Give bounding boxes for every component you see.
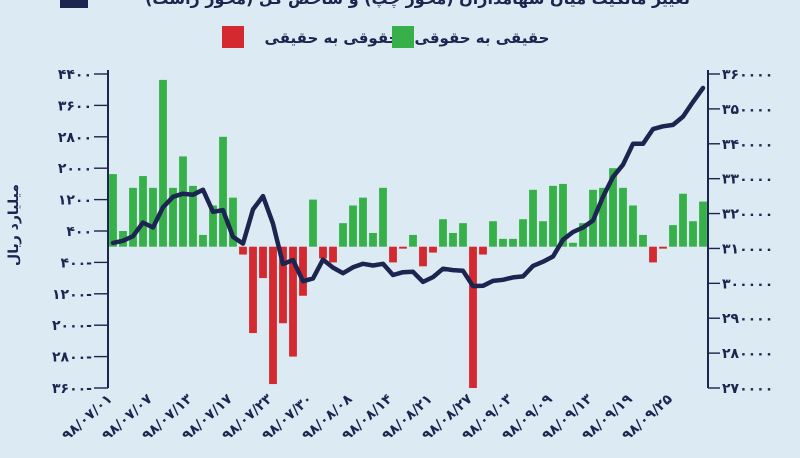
bar [429,246,437,253]
bar [619,187,627,247]
bar [199,234,207,247]
right-tick-label: ۳۰۰۰۰۰ [722,276,773,292]
left-tick-label: ۲۰۰۰ [58,161,92,177]
bar [539,221,547,247]
bar [359,197,367,247]
bar [309,199,317,247]
left-tick-label: ۱۲۰۰- [52,287,92,303]
bar [389,246,397,263]
left-tick-label: ۴۰۰- [61,255,93,271]
bar [499,238,507,247]
bar [629,205,637,247]
bar [419,246,427,267]
bar [489,221,497,247]
bar [339,223,347,247]
bar [699,201,707,247]
bar [299,246,307,296]
index-line-layer [110,85,706,289]
index-line [110,85,706,289]
left-tick-label: ۴۰۰ [66,224,92,240]
title-swatch [60,0,88,8]
right-tick-label: ۳۶۰۰۰۰ [722,67,773,83]
left-tick-label: ۱۲۰۰ [58,193,92,209]
right-tick-label: ۳۳۰۰۰۰ [722,172,773,188]
y-axis-label-left: میلیارد ریال [6,184,22,266]
legend: حقوقی به حقیقی حقیقی به حقوقی [222,26,549,48]
bar [239,246,247,255]
bar [679,193,687,247]
bars [109,79,707,388]
bar [159,79,167,247]
axis-lines [107,70,709,388]
bar [109,174,117,247]
right-tick-label: ۳۴۰۰۰۰ [722,137,773,153]
bar [519,219,527,247]
bar [559,183,567,247]
legend-label-red: حقوقی به حقیقی [265,29,400,47]
left-tick-label: ۳۶۰۰ [58,98,92,114]
left-tick-label: ۴۴۰۰ [58,67,92,83]
bar [379,187,387,247]
left-tick-label: ۲۸۰۰- [52,350,92,366]
bar [129,187,137,247]
right-tick-label: ۳۵۰۰۰۰ [722,102,773,118]
right-tick-label: ۲۹۰۰۰۰ [722,311,773,327]
bar [609,168,617,247]
legend-swatch-green [392,26,414,48]
left-tick-label: ۲۸۰۰ [58,130,92,146]
bar [259,246,267,279]
bar [189,185,197,247]
bar [469,246,477,388]
bar [399,246,407,249]
bar [179,156,187,247]
bar [409,234,417,247]
bar [639,234,647,247]
bar [599,187,607,247]
bar [459,223,467,247]
bar [529,189,537,247]
bar [279,246,287,324]
left-tick-label: ۲۰۰۰- [52,318,92,334]
legend-swatch-red [222,26,244,48]
bar [149,187,157,247]
bar [219,136,227,247]
bar [509,238,517,247]
right-tick-label: ۲۷۰۰۰۰ [722,381,773,397]
bar [139,176,147,247]
bar [449,232,457,247]
bar [549,185,557,247]
bar [669,225,677,247]
bar [289,246,297,357]
bar [229,197,237,247]
bar [659,246,667,249]
bar [209,205,217,247]
bar [349,205,357,247]
bar [579,223,587,247]
bar [479,246,487,255]
right-tick-label: ۲۸۰۰۰۰ [722,346,773,362]
bar [689,221,697,247]
left-axis: ۴۴۰۰ ۳۶۰۰ ۲۸۰۰ ۲۰۰۰ ۱۲۰۰ ۴۰۰ ۴۰۰- ۱۲۰۰- ۲۰۰۰- ۲۸۰… [52,67,108,397]
right-axis: ۳۶۰۰۰۰ ۳۵۰۰۰۰ ۳۴۰۰۰۰ ۳۳۰۰۰۰ ۳۲۰۰۰۰ ۳۱۰۰۰۰ ۳۰۰۰… [708,67,773,397]
bar [319,246,327,259]
bar [169,187,177,247]
right-tick-label: ۳۲۰۰۰۰ [722,207,773,223]
bar [649,246,657,263]
bar [369,232,377,247]
bar [569,242,577,247]
left-tick-label: ۳۶۰۰- [52,381,92,397]
chart-title-group: تغییر مالکیت میان سهامداران (محور چپ) و … [60,0,690,9]
bar [439,219,447,247]
right-tick-label: ۳۱۰۰۰۰ [722,241,773,257]
bar [329,246,337,263]
bar [269,246,277,385]
bar [249,246,257,334]
legend-label-green: حقیقی به حقوقی [415,29,550,47]
chart-title: تغییر مالکیت میان سهامداران (محور چپ) و … [145,0,690,9]
